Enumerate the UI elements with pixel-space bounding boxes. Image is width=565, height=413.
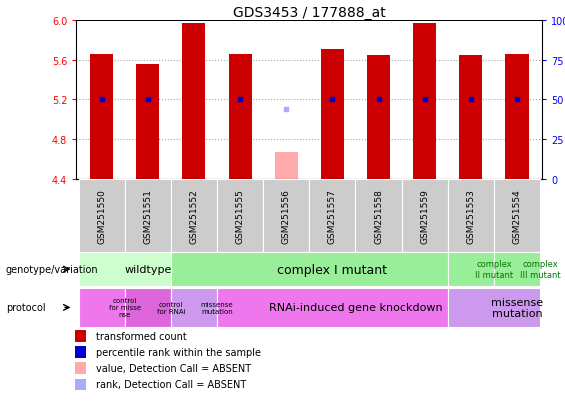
Bar	[75, 363, 86, 374]
Bar	[263, 180, 310, 252]
Bar	[136, 64, 159, 180]
Text: GSM251557: GSM251557	[328, 188, 337, 243]
Bar	[79, 288, 125, 328]
Text: control
for RNAi: control for RNAi	[157, 301, 185, 314]
Bar	[321, 50, 344, 180]
Text: GSM251553: GSM251553	[466, 188, 475, 243]
Bar	[459, 55, 483, 180]
Bar	[217, 180, 263, 252]
Bar	[402, 180, 448, 252]
Text: GSM251550: GSM251550	[97, 188, 106, 243]
Bar	[75, 330, 86, 342]
Text: complex I mutant: complex I mutant	[277, 263, 388, 276]
Bar	[448, 288, 540, 328]
Bar	[182, 24, 206, 180]
Bar	[79, 180, 125, 252]
Text: GSM251558: GSM251558	[374, 188, 383, 243]
Text: complex
II mutant: complex II mutant	[475, 260, 513, 279]
Text: missense
mutation: missense mutation	[201, 301, 233, 314]
Bar	[355, 180, 402, 252]
Text: rank, Detection Call = ABSENT: rank, Detection Call = ABSENT	[96, 380, 246, 389]
Bar	[125, 180, 171, 252]
Title: GDS3453 / 177888_at: GDS3453 / 177888_at	[233, 6, 386, 20]
Text: genotype/variation: genotype/variation	[6, 264, 98, 275]
Bar	[79, 253, 171, 286]
Text: control
for misse
nse: control for misse nse	[108, 298, 141, 318]
Bar	[217, 288, 448, 328]
Text: value, Detection Call = ABSENT: value, Detection Call = ABSENT	[96, 363, 251, 373]
Text: missense
mutation: missense mutation	[491, 297, 543, 318]
Bar	[310, 180, 355, 252]
Bar	[506, 55, 528, 180]
Bar	[75, 347, 86, 358]
Text: wildtype: wildtype	[124, 264, 172, 275]
Bar	[75, 379, 86, 390]
Bar	[494, 253, 540, 286]
Bar	[171, 253, 448, 286]
Text: GSM251554: GSM251554	[512, 188, 521, 243]
Bar	[494, 180, 540, 252]
Bar	[413, 24, 436, 180]
Text: GSM251551: GSM251551	[144, 188, 153, 243]
Text: transformed count: transformed count	[96, 331, 187, 341]
Bar	[171, 288, 217, 328]
Text: GSM251552: GSM251552	[189, 188, 198, 243]
Bar	[448, 180, 494, 252]
Bar	[275, 153, 298, 180]
Bar	[448, 253, 494, 286]
Text: complex
III mutant: complex III mutant	[520, 260, 560, 279]
Text: RNAi-induced gene knockdown: RNAi-induced gene knockdown	[269, 303, 442, 313]
Bar	[125, 288, 171, 328]
Bar	[90, 55, 113, 180]
Bar	[229, 55, 251, 180]
Bar	[367, 55, 390, 180]
Text: GSM251556: GSM251556	[282, 188, 291, 243]
Text: protocol: protocol	[6, 303, 45, 313]
Text: GSM251555: GSM251555	[236, 188, 245, 243]
Bar	[171, 180, 217, 252]
Text: percentile rank within the sample: percentile rank within the sample	[96, 347, 261, 357]
Text: GSM251559: GSM251559	[420, 188, 429, 243]
